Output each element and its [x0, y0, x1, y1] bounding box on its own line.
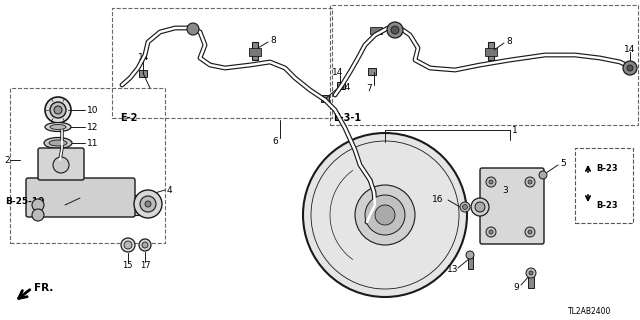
Bar [370, 27, 382, 34]
Bar [485, 48, 497, 56]
Circle shape [627, 65, 633, 71]
FancyBboxPatch shape [26, 178, 135, 217]
Circle shape [466, 251, 474, 259]
Circle shape [134, 190, 162, 218]
Circle shape [623, 61, 637, 75]
Circle shape [528, 230, 532, 234]
Text: 14: 14 [340, 83, 351, 92]
Text: 2: 2 [4, 156, 10, 164]
Circle shape [45, 97, 71, 123]
Text: FR.: FR. [34, 283, 53, 293]
Circle shape [355, 185, 415, 245]
Text: B-23: B-23 [596, 164, 618, 172]
Text: 14: 14 [624, 44, 636, 53]
Bar [252, 42, 258, 60]
Bar [123, 195, 141, 215]
Bar [337, 82, 345, 89]
FancyBboxPatch shape [38, 148, 84, 180]
Bar [330, 5, 638, 125]
Ellipse shape [45, 123, 71, 132]
Bar [488, 42, 494, 60]
Text: B-25-10: B-25-10 [5, 197, 44, 206]
Circle shape [54, 106, 62, 114]
Bar [112, 8, 332, 118]
Circle shape [489, 230, 493, 234]
Text: E-3-1: E-3-1 [333, 113, 361, 123]
Circle shape [539, 171, 547, 179]
Bar [575, 148, 633, 223]
Bar [139, 70, 147, 77]
Circle shape [486, 177, 496, 187]
Circle shape [53, 157, 69, 173]
Bar [10, 88, 165, 243]
Text: 15: 15 [122, 260, 132, 269]
Bar [468, 255, 473, 269]
Text: 6: 6 [272, 137, 278, 146]
Text: 9: 9 [513, 284, 519, 292]
Text: 17: 17 [140, 260, 150, 269]
Text: 3: 3 [502, 186, 508, 195]
Circle shape [529, 271, 533, 275]
Circle shape [475, 202, 485, 212]
Text: B-23: B-23 [596, 201, 618, 210]
Text: 8: 8 [506, 36, 512, 45]
Text: E-2: E-2 [120, 113, 138, 123]
Text: 14: 14 [332, 68, 344, 76]
Text: 16: 16 [432, 196, 444, 204]
Circle shape [528, 180, 532, 184]
Circle shape [486, 227, 496, 237]
Ellipse shape [44, 138, 72, 148]
Bar [188, 26, 198, 31]
Text: 11: 11 [87, 139, 99, 148]
Circle shape [145, 201, 151, 207]
Circle shape [525, 227, 535, 237]
Circle shape [124, 241, 132, 249]
Ellipse shape [50, 124, 66, 130]
Bar [249, 48, 261, 56]
Circle shape [121, 238, 135, 252]
Text: 10: 10 [87, 106, 99, 115]
Circle shape [391, 26, 399, 34]
Bar [368, 68, 376, 75]
Circle shape [365, 195, 405, 235]
Circle shape [32, 209, 44, 221]
Bar [528, 272, 534, 288]
Text: 13: 13 [447, 266, 458, 275]
Ellipse shape [49, 140, 67, 146]
Text: 5: 5 [560, 158, 566, 167]
Bar [321, 95, 329, 102]
Circle shape [526, 268, 536, 278]
Circle shape [140, 196, 156, 212]
Text: TL2AB2400: TL2AB2400 [568, 308, 611, 316]
Circle shape [471, 198, 489, 216]
Text: 14: 14 [138, 52, 149, 61]
Circle shape [463, 204, 467, 210]
Text: 4: 4 [167, 186, 173, 195]
Circle shape [375, 205, 395, 225]
Text: 8: 8 [270, 36, 276, 44]
Circle shape [489, 180, 493, 184]
Circle shape [32, 199, 44, 211]
Circle shape [387, 22, 403, 38]
Text: 12: 12 [87, 123, 99, 132]
Circle shape [139, 239, 151, 251]
Circle shape [303, 133, 467, 297]
FancyBboxPatch shape [480, 168, 544, 244]
Circle shape [460, 202, 470, 212]
Circle shape [525, 177, 535, 187]
Text: 1: 1 [512, 125, 518, 134]
Text: 7: 7 [366, 84, 372, 92]
Circle shape [142, 242, 148, 248]
Circle shape [187, 23, 199, 35]
Circle shape [50, 102, 66, 118]
